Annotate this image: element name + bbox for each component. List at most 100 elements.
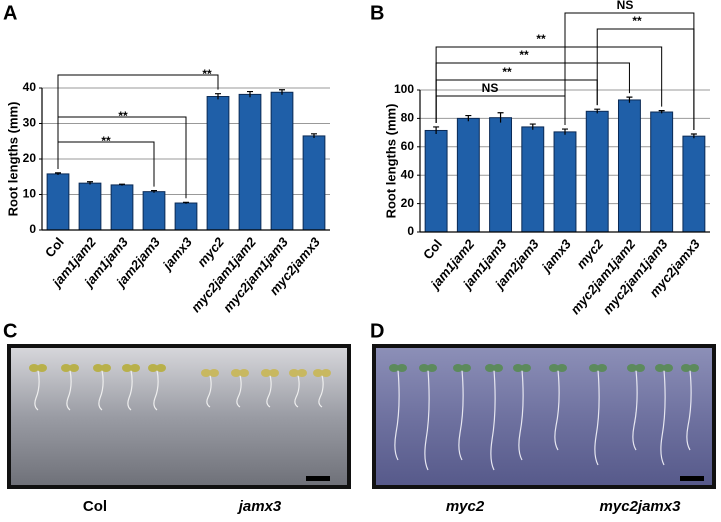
- seedling-leaf: [597, 364, 607, 372]
- bar: [174, 202, 198, 231]
- seedling-leaf: [635, 364, 645, 372]
- seedling-leaf: [261, 369, 271, 377]
- y-tick-label: 30: [23, 116, 37, 130]
- bar: [238, 93, 262, 231]
- seedling-leaf: [681, 364, 691, 372]
- seedling-leaf: [389, 364, 399, 372]
- panel-label: B: [370, 2, 384, 24]
- photo-caption: Col: [83, 498, 107, 515]
- y-tick-label: 20: [401, 196, 415, 210]
- seedling-leaf: [69, 364, 79, 372]
- bar: [78, 182, 102, 231]
- seedling-root: [490, 369, 496, 471]
- error-bar: [215, 93, 221, 100]
- y-tick-label: 0: [407, 224, 414, 238]
- y-tick-label: 100: [394, 82, 414, 96]
- bar: [650, 111, 674, 233]
- significance-label: **: [536, 32, 546, 46]
- seedling-root: [686, 369, 692, 451]
- error-bar: [562, 128, 568, 135]
- seedling-root: [318, 374, 324, 408]
- seedling-leaf: [93, 364, 103, 372]
- photo-caption: myc2jamx3: [600, 498, 682, 515]
- bar: [682, 135, 706, 233]
- seedling-leaf: [209, 369, 219, 377]
- y-tick-label: 40: [401, 167, 415, 181]
- seedling-leaf: [549, 364, 559, 372]
- seedling-leaf: [485, 364, 495, 372]
- error-bar: [465, 114, 472, 122]
- panel-label: A: [3, 2, 17, 24]
- panel-label: C: [3, 320, 17, 342]
- significance-label: NS: [482, 81, 499, 95]
- x-tick-label: jamx3: [537, 236, 574, 276]
- seedling-root: [458, 369, 464, 461]
- seedling-leaf: [29, 364, 39, 372]
- seedling-leaf: [148, 364, 158, 372]
- significance-bracket: [564, 12, 695, 131]
- error-bar: [183, 201, 189, 204]
- seedling-leaf: [397, 364, 407, 372]
- error-bar: [626, 96, 633, 103]
- significance-label: NS: [617, 0, 634, 12]
- bar: [553, 131, 577, 233]
- error-bar: [311, 133, 317, 139]
- seedling-leaf: [101, 364, 111, 372]
- seedling-leaf: [513, 364, 523, 372]
- error-bar: [497, 112, 504, 123]
- seedling-leaf: [201, 369, 211, 377]
- bar: [270, 91, 294, 231]
- significance-label: **: [202, 67, 212, 81]
- seedling-leaf: [419, 364, 429, 372]
- significance-label: **: [101, 134, 111, 148]
- seedling-root: [236, 374, 242, 408]
- significance-bracket: [596, 28, 695, 131]
- seedling-leaf: [557, 364, 567, 372]
- seedling-root: [153, 369, 159, 411]
- scale-bar: [306, 476, 330, 481]
- error-bar: [594, 108, 601, 114]
- seedling-leaf: [61, 364, 71, 372]
- bar: [521, 126, 545, 233]
- seedling-leaf: [313, 369, 323, 377]
- significance-bracket: [435, 46, 663, 123]
- significance-label: **: [502, 65, 512, 79]
- bar: [302, 135, 326, 231]
- bar: [585, 110, 609, 233]
- seedling-leaf: [521, 364, 531, 372]
- seedling-root: [34, 369, 40, 411]
- bar: [110, 184, 134, 231]
- significance-bracket: [57, 141, 155, 187]
- photo-caption: myc2: [446, 498, 485, 515]
- error-bar: [690, 133, 697, 139]
- seedling-leaf: [663, 364, 673, 372]
- x-tick-label: jamx3: [158, 234, 195, 274]
- significance-bracket: [435, 79, 598, 123]
- seedling-root: [660, 369, 666, 466]
- seedling-root: [594, 369, 600, 466]
- y-tick-label: 0: [29, 222, 36, 236]
- y-tick-label: 60: [401, 139, 415, 153]
- seedling-leaf: [269, 369, 279, 377]
- seedling-leaf: [627, 364, 637, 372]
- seedling-root: [127, 369, 133, 411]
- y-tick-label: 80: [401, 111, 415, 125]
- seedling-root: [554, 369, 560, 451]
- x-tick-label: Col: [42, 234, 67, 260]
- bar: [424, 129, 448, 233]
- bar: [456, 117, 480, 233]
- seedling-leaf: [589, 364, 599, 372]
- error-bar: [151, 189, 157, 193]
- bar: [142, 191, 166, 231]
- seedling-leaf: [461, 364, 471, 372]
- significance-label: **: [118, 109, 128, 123]
- seedling-leaf: [231, 369, 241, 377]
- y-tick-label: 10: [23, 187, 37, 201]
- seedling-root: [424, 369, 430, 471]
- error-bar: [529, 123, 536, 130]
- seedling-leaf: [37, 364, 47, 372]
- photo-c: [7, 344, 351, 489]
- seedling-leaf: [122, 364, 132, 372]
- bar: [206, 96, 230, 231]
